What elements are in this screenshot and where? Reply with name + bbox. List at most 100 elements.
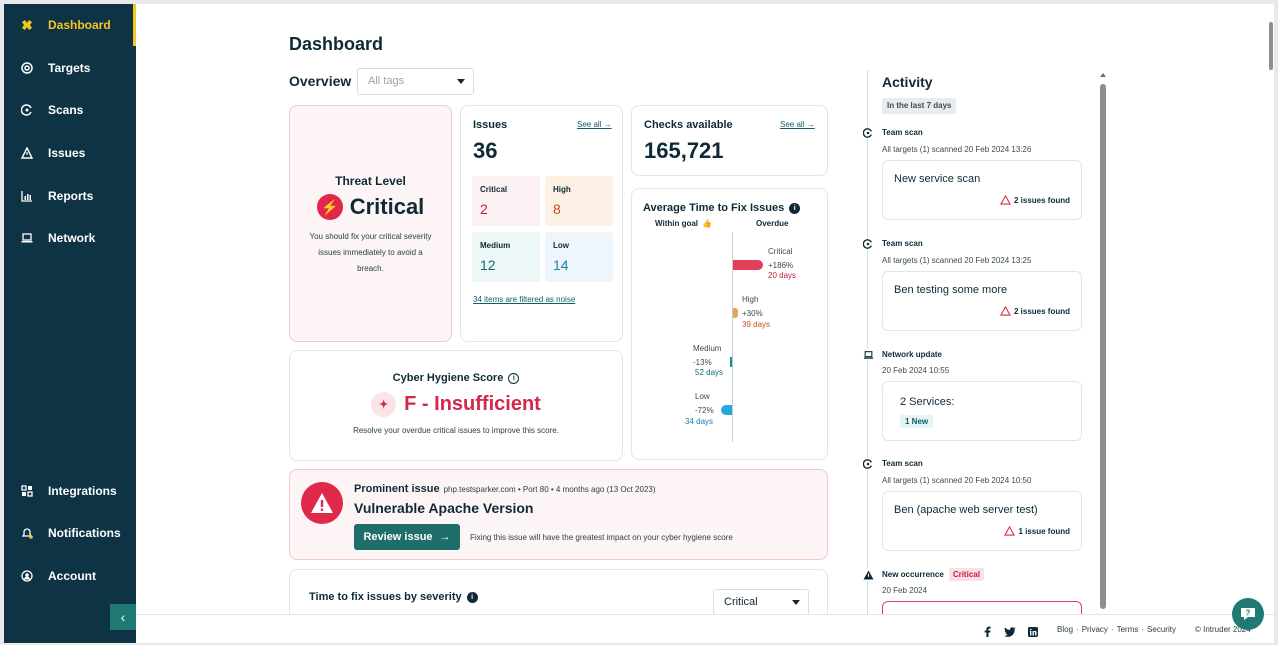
info-icon[interactable]: i bbox=[789, 202, 801, 214]
avg-fix-card: Average Time to Fix Issues i Within goal 👍… bbox=[631, 188, 828, 460]
page-scrollbar[interactable] bbox=[1268, 20, 1274, 612]
prominent-issue-title: Vulnerable Apache Version bbox=[354, 500, 534, 516]
checks-card: Checks available See all → 165,721 bbox=[631, 105, 828, 176]
sidebar-item-issues[interactable]: Issues bbox=[4, 132, 136, 174]
warning-icon bbox=[1000, 195, 1011, 205]
sidebar-item-label: Scans bbox=[48, 103, 84, 117]
hygiene-description: Resolve your overdue critical issues to … bbox=[353, 426, 559, 435]
event-type: Team scan bbox=[882, 128, 923, 137]
severity-medium[interactable]: Medium 12 bbox=[472, 232, 540, 282]
sidebar-item-label: Dashboard bbox=[48, 18, 111, 32]
warning-icon bbox=[301, 482, 343, 524]
severity-high[interactable]: High 8 bbox=[545, 176, 613, 226]
footer-links: Blog · Privacy · Terms · Security bbox=[1057, 625, 1176, 634]
severity-label: High bbox=[553, 185, 571, 194]
social-links bbox=[983, 624, 1038, 642]
avg-row-label: Critical bbox=[768, 247, 793, 256]
linkedin-icon[interactable] bbox=[1028, 624, 1038, 642]
review-issue-button[interactable]: Review issue → bbox=[354, 524, 460, 550]
avg-row-label: Medium bbox=[693, 344, 722, 353]
scrollbar-thumb[interactable] bbox=[1269, 22, 1273, 70]
thumbs-up-icon: 👍 bbox=[702, 219, 712, 228]
sidebar-item-dashboard[interactable]: Dashboard bbox=[4, 4, 136, 46]
warning-filled-icon bbox=[862, 569, 874, 581]
sidebar-item-integrations[interactable]: Integrations bbox=[4, 470, 136, 512]
event-card[interactable]: Ben testing some more 2 issues found bbox=[882, 271, 1082, 331]
sidebar-item-network[interactable]: Network bbox=[4, 217, 136, 259]
issues-total: 36 bbox=[473, 138, 498, 163]
event-type: Team scan bbox=[882, 459, 923, 468]
event-subtitle: All targets (1) scanned 20 Feb 2024 10:5… bbox=[882, 476, 1032, 485]
chat-help-icon: ? bbox=[1241, 608, 1255, 620]
scroll-up-icon[interactable] bbox=[1100, 73, 1106, 77]
severity-count: 8 bbox=[553, 201, 561, 217]
sidebar-item-reports[interactable]: Reports bbox=[4, 175, 136, 217]
event-found: 2 issues found bbox=[1000, 306, 1070, 316]
severity-count: 14 bbox=[553, 257, 569, 273]
noise-filter-link[interactable]: 34 items are filtered as noise bbox=[473, 295, 576, 304]
scan-icon bbox=[862, 127, 874, 139]
facebook-icon[interactable] bbox=[983, 624, 992, 642]
avg-fix-axis bbox=[732, 232, 733, 442]
sidebar-item-account[interactable]: Account bbox=[4, 555, 136, 597]
warning-icon bbox=[1004, 526, 1016, 536]
event-subtitle: 20 Feb 2024 10:55 bbox=[882, 366, 950, 375]
event-type: New occurrence Critical bbox=[882, 568, 984, 581]
severity-label: Low bbox=[553, 241, 569, 250]
avg-row-pct: -13% bbox=[693, 358, 712, 367]
event-type: Team scan bbox=[882, 239, 923, 248]
event-card[interactable]: 2 Services: 1 New bbox=[882, 381, 1082, 441]
sidebar-item-label: Reports bbox=[48, 189, 94, 203]
activity-title: Activity bbox=[882, 74, 933, 90]
activity-scrollbar[interactable] bbox=[1099, 73, 1107, 613]
event-card[interactable] bbox=[882, 601, 1082, 614]
sidebar-item-label: Notifications bbox=[48, 526, 121, 540]
event-card[interactable]: New service scan 2 issues found bbox=[882, 160, 1082, 220]
svg-text:?: ? bbox=[1246, 609, 1251, 618]
help-chat-button[interactable]: ? bbox=[1232, 598, 1264, 630]
severity-low[interactable]: Low 14 bbox=[545, 232, 613, 282]
checks-see-all-link[interactable]: See all → bbox=[780, 120, 815, 129]
event-subtitle: All targets (1) scanned 20 Feb 2024 13:2… bbox=[882, 145, 1032, 154]
severity-critical[interactable]: Critical 2 bbox=[472, 176, 540, 226]
threat-level-description: You should fix your critical severity is… bbox=[309, 232, 432, 273]
caret-down-icon bbox=[792, 600, 800, 605]
sidebar-item-notifications[interactable]: Notifications bbox=[4, 512, 136, 554]
laptop-icon bbox=[20, 231, 34, 245]
info-icon[interactable]: i bbox=[508, 372, 520, 384]
new-badge: 1 New bbox=[900, 415, 934, 428]
issues-see-all-link[interactable]: See all → bbox=[577, 120, 612, 129]
target-icon bbox=[20, 61, 34, 75]
tags-select[interactable]: All tags bbox=[357, 68, 474, 95]
prominent-issue-label: Prominent issue php.testsparker.com • Por… bbox=[354, 483, 656, 495]
sidebar-item-targets[interactable]: Targets bbox=[4, 47, 136, 89]
prominent-issue-card: Prominent issue php.testsparker.com • Por… bbox=[289, 469, 828, 560]
warning-icon bbox=[20, 146, 34, 160]
severity-count: 12 bbox=[480, 257, 496, 273]
chevron-left-icon: ‹ bbox=[120, 609, 126, 625]
tags-select-value: All tags bbox=[368, 75, 405, 87]
avg-row-pct: +186% bbox=[768, 261, 794, 270]
severity-select[interactable]: Critical bbox=[713, 589, 809, 615]
event-name: 2 Services: bbox=[900, 396, 955, 408]
avg-row-days: 34 days bbox=[685, 417, 714, 426]
info-icon[interactable]: i bbox=[466, 591, 478, 603]
avg-fix-heading: Average Time to Fix Issues i bbox=[643, 202, 801, 214]
twitter-icon[interactable] bbox=[1004, 624, 1016, 642]
scrollbar-thumb[interactable] bbox=[1100, 84, 1106, 609]
footer-link-privacy[interactable]: Privacy bbox=[1081, 625, 1108, 634]
event-card[interactable]: Ben (apache web server test) 1 issue fou… bbox=[882, 491, 1082, 551]
event-name: Ben testing some more bbox=[894, 284, 1008, 296]
collapse-sidebar-button[interactable]: ‹ bbox=[110, 604, 136, 630]
footer-link-blog[interactable]: Blog bbox=[1057, 625, 1074, 634]
warning-icon bbox=[1000, 306, 1011, 316]
sidebar-item-scans[interactable]: Scans bbox=[4, 89, 136, 131]
sidebar-item-label: Account bbox=[48, 569, 96, 583]
footer-link-terms[interactable]: Terms bbox=[1116, 625, 1139, 634]
hygiene-card: Cyber Hygiene Score i ✦ F - Insufficient … bbox=[289, 350, 623, 461]
event-subtitle: 20 Feb 2024 bbox=[882, 586, 927, 595]
severity-label: Critical bbox=[480, 185, 508, 194]
scan-icon bbox=[862, 458, 874, 470]
critical-badge: Critical bbox=[948, 568, 984, 581]
footer-link-security[interactable]: Security bbox=[1147, 625, 1176, 634]
